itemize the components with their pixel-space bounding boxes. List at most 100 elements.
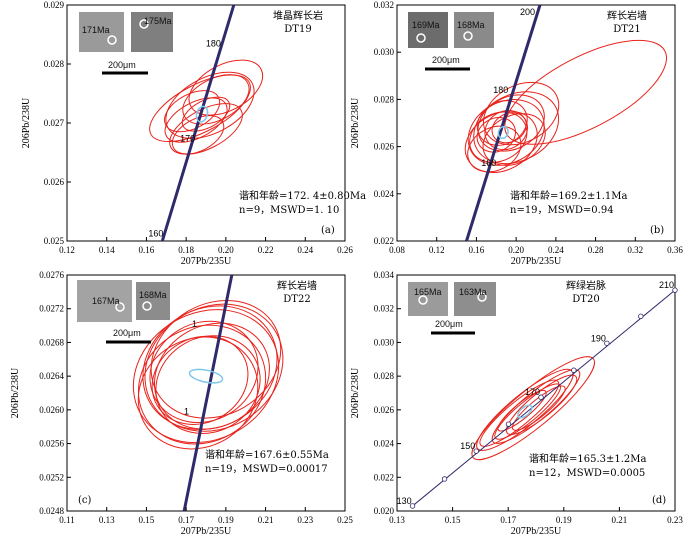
panel-d-concordia-node-5 <box>538 394 544 400</box>
panel-a-x-tick-5: 0.20 <box>218 245 234 255</box>
panel-c-error-ellipse-7 <box>149 320 259 424</box>
panel-a-y-tick-4: 0.028 <box>44 59 65 69</box>
panel-a-error-ellipse-4 <box>164 97 228 143</box>
panel-d-concordia-label-5: 210 <box>659 280 674 290</box>
panel-b-y-tick-4: 0.028 <box>374 94 395 104</box>
panel-d-photo-2 <box>454 282 496 316</box>
panel-a-concordia-labels: 160 170 180 <box>148 38 221 238</box>
panel-b-photo-1 <box>408 12 448 48</box>
panel-b-y-tick-1: 0.022 <box>374 236 394 246</box>
panel-a-spot-1 <box>107 35 117 45</box>
panel-d-photo-1 <box>408 282 448 316</box>
panel-b-y-tick-5: 0.030 <box>374 47 395 57</box>
panel-c-y-tick-2: 0.0252 <box>39 472 64 482</box>
panel-a-tag: (a) <box>321 225 335 236</box>
panel-c-age: 谐和年龄=167.6±0.55Ma <box>205 448 329 461</box>
panel-d-error-ellipse-5 <box>505 374 578 435</box>
panel-c-photos: 167Ma 168Ma 200μm <box>77 280 170 344</box>
panel-b-concordia-label-1: 160 <box>481 158 496 168</box>
panel-d-ylabel: 206Pb/238U <box>350 367 361 418</box>
panel-b-x-tick-7: 0.32 <box>627 245 643 255</box>
panel-c-photo-2 <box>136 282 170 320</box>
panel-a-concordia-label-3: 180 <box>206 38 221 48</box>
panel-d-concordia-node-2 <box>441 476 448 482</box>
panel-b-concordia-label-3: 200 <box>520 7 535 17</box>
panel-b-error-ellipse-1 <box>504 39 667 145</box>
panel-a-age: 谐和年龄=172. 4±0.80Ma <box>239 189 366 202</box>
panel-d-photo-1-label: 165Ma <box>414 287 442 297</box>
panel-d-age: 谐和年龄=165.3±1.2Ma <box>529 452 647 465</box>
panel-d-y-tick-4: 0.026 <box>374 405 395 415</box>
panel-c-x-tick-3: 0.15 <box>139 515 155 525</box>
panel-c-photo-1 <box>77 280 132 322</box>
panel-a-photo-2 <box>131 12 173 52</box>
panel-b-stats: n=19，MSWD=0.94 <box>510 205 614 216</box>
panel-c-spot-2 <box>142 301 152 311</box>
panel-d-concordia-nodes <box>409 287 678 509</box>
panel-a-y-tick-2: 0.026 <box>44 177 65 187</box>
panel-c-x-tick-6: 0.21 <box>258 515 274 525</box>
panel-c-error-ellipse-4 <box>150 299 282 419</box>
panel-d-stats: n=12，MSWD=0.0005 <box>529 468 645 479</box>
panel-d-x-tick-6: 0.23 <box>667 515 683 525</box>
panel-c-x-tick-2: 0.13 <box>99 515 115 525</box>
panel-a-error-ellipse-9 <box>181 96 231 132</box>
panel-d: 130 150 170 190 210 165Ma 163Ma 200μm 辉绿岩脉 D… <box>350 270 683 537</box>
panel-c-error-ellipse-10 <box>151 335 249 425</box>
panel-d-spot-2 <box>477 292 487 302</box>
panel-d-y-tick-7: 0.032 <box>374 304 394 314</box>
panel-c-y-tick-5: 0.0264 <box>39 371 64 381</box>
panel-c-concordia-labels: 11 <box>184 319 197 417</box>
panel-a-y-tick-1: 0.025 <box>44 236 65 246</box>
panel-c-ellipses <box>132 299 284 450</box>
panel-a-error-ellipse-1 <box>149 74 251 143</box>
panel-d-photo-2-label: 163Ma <box>459 287 487 297</box>
panel-d-concordia-node-9 <box>672 287 678 293</box>
panel-b-photo-2-label: 168Ma <box>457 20 485 30</box>
panel-d-y-tick-6: 0.030 <box>374 337 395 347</box>
panel-a-ylabel: 206Pb/238U <box>21 97 32 148</box>
panel-d-concordia-node-3 <box>473 448 479 454</box>
panel-b-rock-name: 辉长岩墙 <box>607 9 647 22</box>
panel-b-ylabel: 206Pb/238U <box>350 97 361 148</box>
panel-d-x-tick-3: 0.17 <box>500 515 516 525</box>
panel-b-error-ellipse-12 <box>476 117 516 153</box>
panel-c-concordia <box>182 274 234 512</box>
panel-d-y-tick-8: 0.034 <box>374 270 395 280</box>
panel-b-xlabel: 207Pb/235U <box>511 256 562 267</box>
panel-d-x-ticks: 0.13 0.15 0.17 0.19 0.21 0.23 <box>389 507 683 525</box>
panel-c-x-tick-4: 0.17 <box>178 515 194 525</box>
panel-b-y-tick-6: 0.032 <box>374 0 394 10</box>
panel-b-tag: (b) <box>650 225 664 236</box>
panel-b-sample-id: DT21 <box>613 24 640 35</box>
panel-a-ellipses <box>149 59 264 155</box>
panel-d-error-ellipse-4 <box>479 379 560 447</box>
panel-a-xlabel: 207Pb/235U <box>181 256 232 267</box>
panel-b-x-tick-3: 0.16 <box>469 245 485 255</box>
panel-a-spot-2 <box>139 19 149 29</box>
panel-d-sample-id: DT20 <box>572 294 599 305</box>
panel-b: 160 180 200 169Ma 168Ma 200μm 辉长岩墙 DT21 谐和… <box>350 0 683 267</box>
panel-d-error-ellipse-8 <box>497 389 547 432</box>
panel-c-y-tick-3: 0.0256 <box>39 439 64 449</box>
panel-b-error-ellipse-4 <box>464 110 538 173</box>
panel-a-x-tick-7: 0.24 <box>297 245 313 255</box>
panel-c-error-ellipse-5 <box>137 336 259 450</box>
panel-d-y-tick-5: 0.028 <box>374 371 395 381</box>
panel-b-x-tick-5: 0.24 <box>548 245 564 255</box>
panel-c-y-tick-7: 0.0272 <box>39 304 64 314</box>
panel-d-concordia-labels: 130 150 170 190 210 <box>397 280 674 506</box>
panel-d-concordia-label-3: 170 <box>525 387 540 397</box>
panel-c-x-tick-8: 0.25 <box>337 515 353 525</box>
panel-c-spot-1 <box>115 302 125 312</box>
panel-b-y-tick-2: 0.024 <box>374 189 395 199</box>
panel-d-y-tick-2: 0.022 <box>374 472 394 482</box>
panel-b-spot-2 <box>463 31 473 41</box>
panel-c-x-tick-7: 0.23 <box>297 515 313 525</box>
panel-d-concordia-node-8 <box>638 313 644 319</box>
panel-b-error-ellipse-6 <box>469 111 528 163</box>
panel-c-rock-name: 辉长岩墙 <box>277 279 317 292</box>
panel-a-photo-1-label: 171Ma <box>82 25 110 35</box>
panel-d-tag: (d) <box>652 495 666 506</box>
